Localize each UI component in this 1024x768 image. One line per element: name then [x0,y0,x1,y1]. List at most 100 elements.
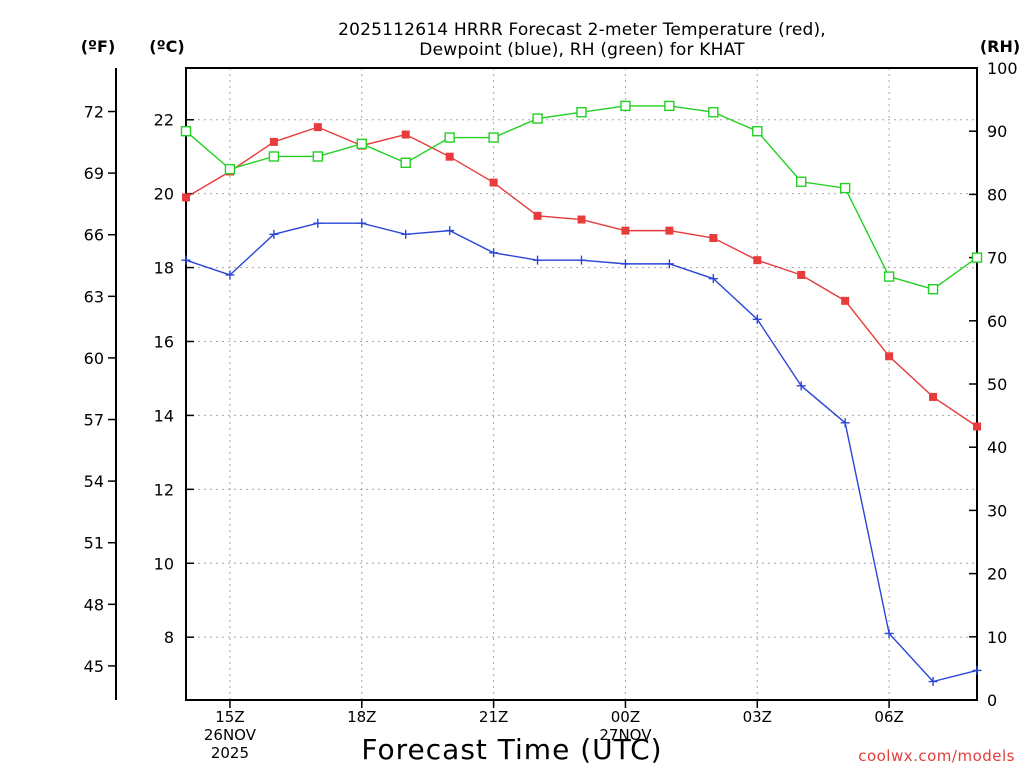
fahrenheit-tick-label: 57 [84,411,104,430]
celsius-tick-label: 16 [154,332,174,351]
temperature-point [753,256,762,265]
dewpoint-point [577,255,586,265]
rh-point [180,125,192,137]
axes [108,67,978,708]
dewpoint-point [928,677,938,687]
dewpoint-point [620,259,630,269]
rh-tick-label: 50 [987,375,1007,394]
temperature-point [621,226,630,235]
rh-tick-label: 60 [987,312,1007,331]
x-tick-label: 18Z [347,708,376,726]
credit-label: coolwx.com/models [858,747,1015,765]
x-tick-label: 03Z [743,708,772,726]
x-tick-label: 15Z [215,708,244,726]
dewpoint-point [225,270,235,280]
fahrenheit-tick-label: 54 [84,472,104,491]
dewpoint-point [401,229,411,239]
rh-point [532,113,543,124]
rh-point [224,163,236,175]
rh-point [268,151,280,162]
celsius-tick-label: 10 [154,554,174,573]
celsius-tick-label: 22 [154,111,174,130]
celsius-tick-label: 18 [154,259,174,278]
fahrenheit-tick-label: 45 [84,657,104,676]
rh-point [796,176,807,187]
chart-title-line-2: Dewpoint (blue), RH (green) for KHAT [419,40,745,60]
dewpoint-series-line [185,222,978,683]
temperature-point [445,152,454,161]
rh-point [708,107,719,118]
dewpoint-point [445,226,455,236]
x-tick-label: 06Z [874,708,903,726]
rh-tick-label: 80 [987,185,1007,204]
celsius-tick-label: 12 [154,480,174,499]
fahrenheit-tick-label: 66 [84,226,104,245]
temperature-point [577,215,586,224]
fahrenheit-tick-label: 72 [84,103,104,122]
x-tick-label: 00Z [611,708,640,726]
temperature-point [401,130,410,139]
rh-point [927,284,939,295]
rh-point [971,252,983,263]
fahrenheit-tick-label: 48 [84,595,104,614]
tick-labels: 8 10 12 14 16 18 20 22 45 48 51 54 57 60 63 66 69 72 0 10 20… [84,59,1018,762]
dewpoint-point [664,259,674,269]
rh-tick-label: 90 [987,122,1007,141]
celsius-tick-label: 8 [164,628,174,647]
temperature-point [182,193,190,202]
rh-point [576,107,587,118]
dewpoint-point [752,314,762,324]
fahrenheit-tick-label: 60 [84,349,104,368]
rh-point [883,271,895,282]
chart-title-line-1: 2025112614 HRRR Forecast 2-meter Tempera… [338,20,826,40]
temperature-point [269,137,278,146]
rh-tick-label: 0 [987,691,997,710]
dewpoint-point [840,418,850,428]
fahrenheit-tick-label: 51 [84,534,104,553]
dewpoint-point [796,381,806,391]
grid-lines [186,68,977,700]
rh-tick-label: 20 [987,565,1007,584]
rh-point [839,182,851,194]
celsius-unit-label: (ºC) [149,37,184,56]
dewpoint-point [972,665,982,675]
dewpoint-point [708,274,718,284]
x-tick-label: 27NOV [599,726,652,744]
temperature-point [841,296,850,305]
dewpoint-point [533,255,543,265]
dewpoint-point [269,229,279,239]
rh-unit-label: (RH) [980,37,1020,56]
celsius-tick-label: 20 [154,185,174,204]
temperature-point [797,270,806,279]
rh-point [752,125,763,137]
x-tick-label: 26NOV [204,726,257,744]
fahrenheit-tick-label: 69 [84,164,104,183]
temperature-point [489,178,498,187]
dewpoint-point [884,628,894,638]
fahrenheit-tick-label: 63 [84,287,104,306]
rh-point [400,157,411,169]
dewpoint-point [357,218,367,228]
rh-point [664,100,675,112]
data-series [180,100,983,687]
fahrenheit-unit-label: (ºF) [81,37,116,56]
rh-point [312,151,324,162]
temperature-point [885,352,894,361]
temperature-point [973,422,981,431]
temperature-point [533,211,542,220]
dewpoint-point [313,218,323,228]
rh-tick-label: 40 [987,438,1007,457]
rh-tick-label: 30 [987,501,1007,520]
temperature-point [313,123,322,132]
rh-tick-label: 70 [987,249,1007,268]
rh-point [356,138,367,150]
plot-frame [185,67,978,701]
rh-point [444,132,455,143]
rh-tick-label: 100 [987,59,1018,78]
temperature-point [929,392,938,401]
x-tick-label: 2025 [211,744,249,762]
rh-tick-label: 10 [987,628,1007,647]
x-tick-label: 21Z [479,708,508,726]
dewpoint-point [181,255,191,265]
x-axis-title: Forecast Time (UTC) [361,733,662,766]
